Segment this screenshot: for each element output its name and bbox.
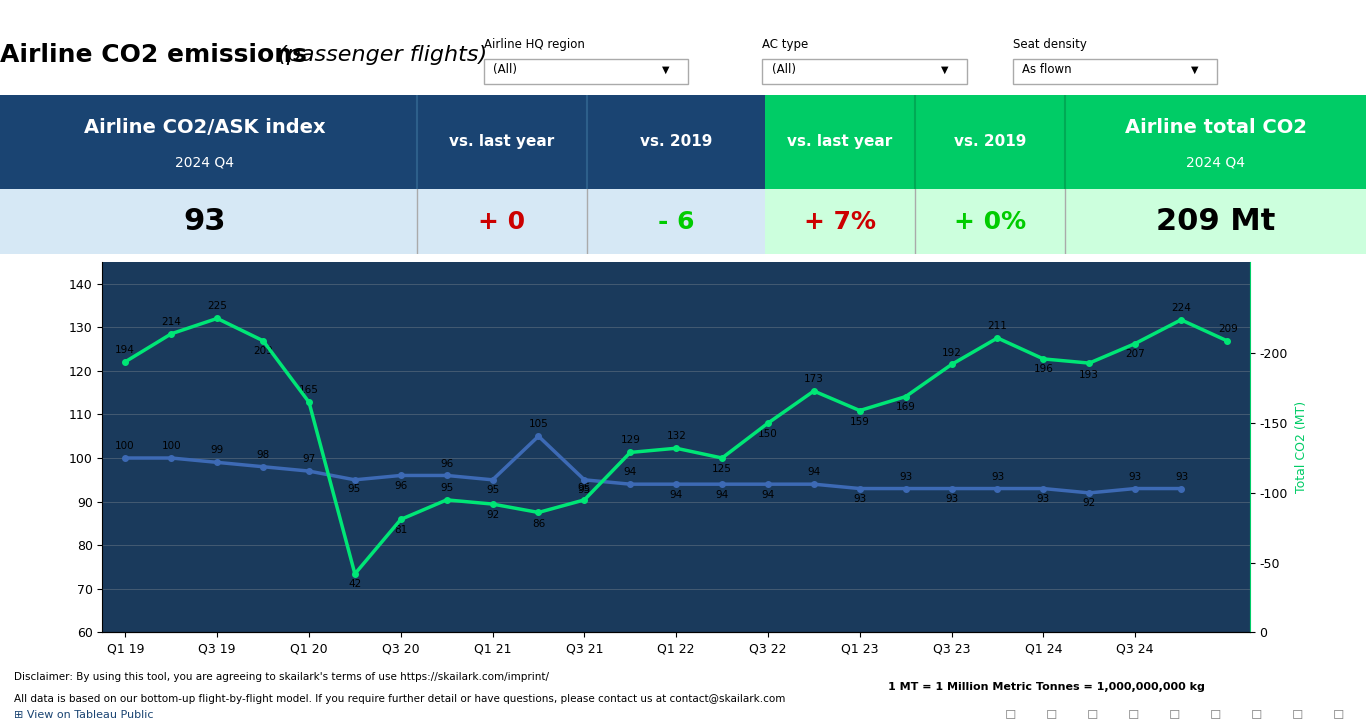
Text: 92: 92 (1083, 499, 1096, 508)
Text: 211: 211 (988, 321, 1007, 331)
FancyBboxPatch shape (1014, 59, 1217, 84)
Text: vs. last year: vs. last year (787, 134, 893, 149)
Text: 2024 Q4: 2024 Q4 (1186, 156, 1246, 169)
Text: 93: 93 (899, 472, 912, 481)
Text: 42: 42 (348, 579, 362, 590)
Text: ⊞ View on Tableau Public: ⊞ View on Tableau Public (14, 710, 153, 720)
Text: 97: 97 (302, 454, 316, 464)
Text: 96: 96 (440, 459, 454, 468)
Text: 224: 224 (1171, 303, 1191, 313)
Text: 95: 95 (440, 483, 454, 493)
Text: ◻: ◻ (1005, 706, 1016, 720)
Text: 193: 193 (1079, 370, 1100, 380)
Text: 165: 165 (299, 385, 318, 395)
Text: + 7%: + 7% (805, 209, 876, 234)
FancyBboxPatch shape (0, 189, 765, 254)
Text: 214: 214 (161, 317, 182, 327)
Y-axis label: CO2 index [01/2019 = 100]: CO2 index [01/2019 = 100] (49, 361, 61, 534)
Text: Airline total CO2: Airline total CO2 (1124, 118, 1307, 137)
Text: 192: 192 (941, 348, 962, 358)
Text: 125: 125 (712, 464, 732, 473)
Text: 196: 196 (1034, 364, 1053, 374)
Text: ◻: ◻ (1251, 706, 1262, 720)
Text: ◻: ◻ (1292, 706, 1303, 720)
Text: 94: 94 (716, 490, 728, 499)
Text: 209: 209 (1217, 324, 1238, 334)
Text: 2024 Q4: 2024 Q4 (175, 156, 235, 169)
Text: 99: 99 (210, 446, 224, 455)
Text: 93: 93 (992, 472, 1004, 481)
Text: vs. 2019: vs. 2019 (955, 134, 1026, 149)
Text: ▼: ▼ (1191, 65, 1199, 75)
Text: AC type: AC type (762, 38, 809, 51)
Text: ▼: ▼ (941, 65, 948, 75)
FancyBboxPatch shape (484, 59, 688, 84)
Text: 225: 225 (208, 302, 228, 311)
Text: As flown: As flown (1022, 63, 1072, 76)
Y-axis label: Total CO2 (MT): Total CO2 (MT) (1295, 401, 1307, 493)
Text: 209 Mt: 209 Mt (1156, 207, 1276, 236)
Text: 94: 94 (761, 490, 775, 499)
Text: ◻: ◻ (1210, 706, 1221, 720)
Text: 94: 94 (624, 467, 637, 477)
Text: (All): (All) (493, 63, 516, 76)
FancyBboxPatch shape (765, 95, 1366, 189)
Text: 93: 93 (854, 494, 866, 504)
Text: 93: 93 (1128, 472, 1142, 481)
Text: + 0%: + 0% (955, 209, 1026, 234)
Text: 93: 93 (945, 494, 958, 504)
Text: 100: 100 (161, 441, 182, 451)
Text: (All): (All) (772, 63, 795, 76)
Text: 105: 105 (529, 419, 549, 429)
Text: 95: 95 (347, 484, 361, 494)
Text: ◻: ◻ (1087, 706, 1098, 720)
Text: 132: 132 (667, 431, 687, 441)
Text: ▼: ▼ (663, 65, 669, 75)
Text: ◻: ◻ (1169, 706, 1180, 720)
Text: 86: 86 (531, 519, 545, 529)
Text: 207: 207 (1126, 349, 1145, 359)
Text: Seat density: Seat density (1014, 38, 1087, 51)
Text: vs. 2019: vs. 2019 (641, 134, 712, 149)
Text: 92: 92 (486, 510, 499, 520)
Text: Airline HQ region: Airline HQ region (484, 38, 585, 51)
Text: 81: 81 (395, 525, 407, 535)
Text: 93: 93 (1037, 494, 1050, 504)
Text: 93: 93 (1175, 472, 1188, 481)
Text: - 6: - 6 (658, 209, 694, 234)
FancyBboxPatch shape (765, 189, 1366, 254)
Text: 173: 173 (805, 374, 824, 384)
Text: ◻: ◻ (1128, 706, 1139, 720)
Text: 95: 95 (578, 486, 591, 495)
Text: All data is based on our bottom-up flight-by-flight model. If you require furthe: All data is based on our bottom-up fligh… (14, 694, 785, 704)
Text: 209: 209 (253, 346, 273, 356)
Text: 93: 93 (183, 207, 227, 236)
Text: 1 MT = 1 Million Metric Tonnes = 1,000,000,000 kg: 1 MT = 1 Million Metric Tonnes = 1,000,0… (888, 682, 1205, 692)
Text: 100: 100 (115, 441, 135, 451)
Text: 95: 95 (578, 483, 591, 493)
FancyBboxPatch shape (0, 95, 765, 189)
Text: 159: 159 (850, 417, 870, 427)
FancyBboxPatch shape (762, 59, 967, 84)
Text: vs. last year: vs. last year (448, 134, 555, 149)
Text: ◻: ◻ (1046, 706, 1057, 720)
Text: (passenger flights): (passenger flights) (270, 44, 488, 65)
Text: Airline CO2/ASK index: Airline CO2/ASK index (85, 118, 325, 137)
Text: 95: 95 (486, 486, 499, 495)
Text: Disclaimer: By using this tool, you are agreeing to skailark's terms of use http: Disclaimer: By using this tool, you are … (14, 672, 549, 683)
Text: 194: 194 (115, 345, 135, 355)
Text: Airline CO2 emissions: Airline CO2 emissions (0, 42, 307, 67)
Text: ◻: ◻ (1333, 706, 1344, 720)
Text: + 0: + 0 (478, 209, 525, 234)
Text: 169: 169 (896, 402, 915, 412)
Text: 129: 129 (620, 435, 641, 446)
Text: 94: 94 (669, 490, 683, 499)
Text: 94: 94 (807, 467, 821, 477)
Text: 98: 98 (257, 450, 269, 459)
Text: 150: 150 (758, 429, 777, 438)
Text: 96: 96 (395, 481, 407, 491)
